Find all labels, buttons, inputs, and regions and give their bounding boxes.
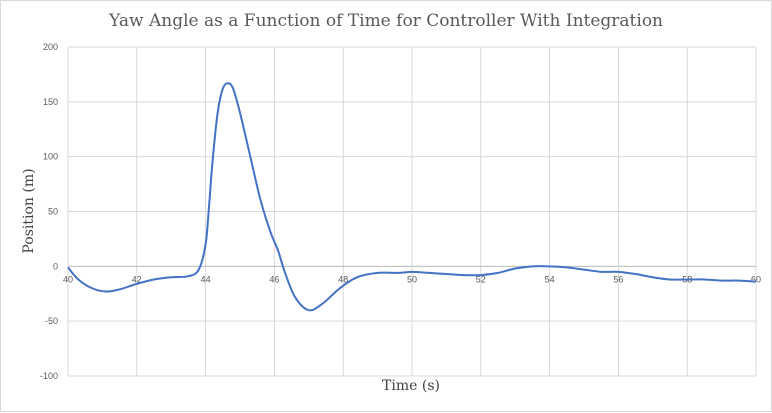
x-tick-label: 54 [545, 274, 555, 284]
x-tick-label: 46 [269, 274, 279, 284]
x-axis-label: Time (s) [382, 378, 440, 394]
x-tick-label: 44 [201, 274, 211, 284]
x-tick-label: 52 [476, 274, 486, 284]
y-tick-label: 100 [43, 152, 58, 162]
y-tick-label: -100 [40, 371, 58, 381]
x-tick-label: 60 [751, 274, 761, 284]
x-tick-label: 56 [613, 274, 623, 284]
x-tick-label: 40 [63, 274, 73, 284]
x-tick-label: 42 [132, 274, 142, 284]
y-tick-label: 150 [43, 97, 58, 107]
x-tick-label: 48 [338, 274, 348, 284]
y-tick-label: 50 [48, 207, 58, 217]
chart-title: Yaw Angle as a Function of Time for Cont… [108, 11, 664, 31]
x-tick-label: 50 [407, 274, 417, 284]
y-tick-label: -50 [45, 316, 58, 326]
y-tick-label: 0 [53, 261, 58, 271]
y-tick-label: 200 [43, 42, 58, 52]
series-line [67, 82, 757, 312]
